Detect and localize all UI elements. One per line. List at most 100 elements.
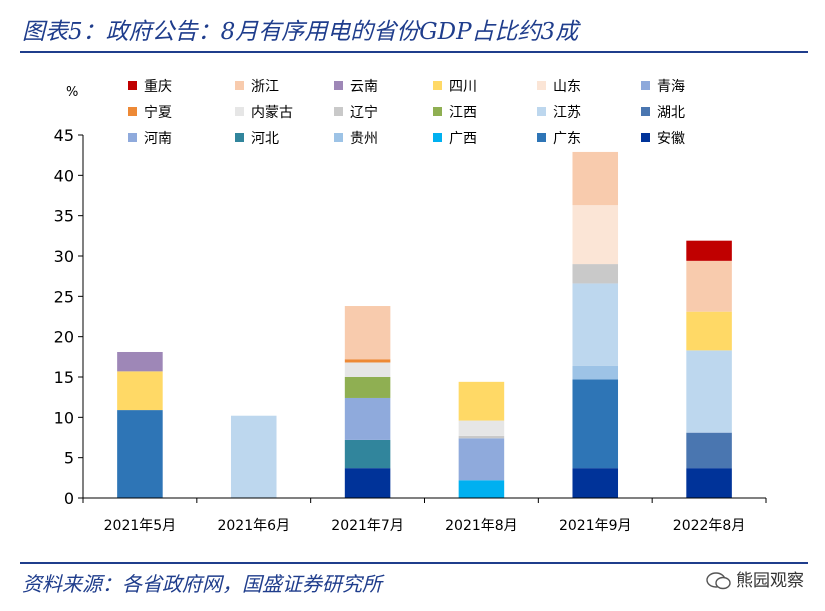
bar-segment — [572, 468, 619, 498]
bar-segment — [230, 415, 277, 498]
legend-swatch — [128, 133, 137, 142]
footer-divider — [20, 562, 808, 564]
legend-item: 安徽 — [641, 131, 685, 147]
legend-item: 河南 — [128, 131, 172, 147]
y-axis-unit: % — [66, 85, 78, 100]
bar-segment — [572, 365, 619, 380]
x-category-label: 2022年8月 — [673, 518, 746, 534]
bar-segment — [344, 359, 391, 363]
legend-swatch — [433, 81, 442, 90]
legend-label: 四川 — [449, 79, 477, 95]
legend-swatch — [641, 81, 650, 90]
bar-segment — [117, 410, 163, 498]
legend-item: 辽宁 — [334, 104, 378, 121]
y-tick-label: 5 — [64, 449, 74, 468]
legend-swatch — [235, 107, 244, 116]
legend-item: 山东 — [537, 79, 581, 95]
legend-label: 江苏 — [553, 105, 581, 121]
legend-swatch — [537, 107, 546, 116]
legend-label: 广西 — [449, 131, 477, 147]
legend-label: 重庆 — [144, 79, 172, 95]
wechat-icon — [706, 572, 731, 590]
y-tick-label: 40 — [54, 166, 74, 185]
watermark: 熊园观察 — [706, 566, 804, 591]
legend-item: 河北 — [235, 131, 279, 147]
legend-item: 浙江 — [235, 79, 279, 95]
legend-swatch — [537, 81, 546, 90]
legend-item: 重庆 — [128, 79, 172, 95]
bar-segment — [117, 351, 163, 372]
legend-swatch — [334, 81, 343, 90]
bar-segment — [572, 379, 619, 469]
bar-segment — [686, 311, 732, 351]
legend-label: 贵州 — [350, 131, 378, 147]
legend-label: 宁夏 — [144, 104, 172, 121]
legend-label: 江西 — [449, 105, 477, 121]
x-category-label: 2021年8月 — [445, 518, 518, 534]
legend-item: 宁夏 — [128, 104, 172, 121]
legend-item: 江苏 — [537, 105, 581, 121]
watermark-text: 熊园观察 — [736, 571, 804, 591]
x-category-label: 2021年7月 — [331, 518, 404, 534]
bar-segment — [458, 435, 505, 439]
legend-label: 云南 — [350, 79, 378, 95]
bar-segment — [686, 432, 732, 469]
y-tick-label: 20 — [54, 328, 74, 347]
legend-label: 安徽 — [657, 131, 685, 147]
legend-label: 山东 — [553, 79, 581, 95]
title-divider — [20, 51, 808, 53]
y-tick-label: 0 — [64, 489, 74, 508]
legend-label: 辽宁 — [350, 104, 378, 121]
bar-segment — [344, 439, 391, 469]
bar-segment — [344, 468, 391, 498]
legend-label: 内蒙古 — [251, 105, 293, 121]
bar-segment — [572, 264, 619, 284]
legend-label: 湖北 — [657, 105, 685, 121]
legend-swatch — [128, 81, 137, 90]
chart-title: 图表5：政府公告：8月有序用电的省份GDP占比约3成 — [22, 19, 579, 45]
legend-label: 广东 — [553, 131, 581, 147]
legend-item: 四川 — [433, 79, 477, 95]
y-tick-label: 30 — [54, 247, 74, 266]
bar-segment — [458, 420, 505, 436]
legend-swatch — [128, 107, 137, 116]
bar-segment — [458, 480, 505, 498]
bar-segment — [344, 397, 391, 440]
bar-segment — [344, 362, 391, 377]
legend-item: 广西 — [433, 131, 477, 147]
legend-swatch — [235, 81, 244, 90]
legend-swatch — [235, 133, 244, 142]
bar-segment — [458, 438, 505, 481]
legend-label: 河南 — [144, 131, 172, 147]
bar-segment — [686, 350, 732, 433]
x-category-label: 2021年9月 — [559, 518, 632, 534]
legend-swatch — [433, 133, 442, 142]
x-category-label: 2021年6月 — [217, 518, 290, 534]
y-tick-label: 10 — [54, 408, 74, 427]
legend-item: 广东 — [537, 131, 581, 147]
legend-swatch — [641, 107, 650, 116]
legend-item: 贵州 — [334, 131, 378, 147]
legend-item: 云南 — [334, 79, 378, 95]
y-tick-label: 35 — [54, 207, 74, 226]
legend-label: 青海 — [657, 79, 685, 95]
legend-swatch — [641, 133, 650, 142]
legend-item: 内蒙古 — [235, 105, 293, 121]
bar-segment — [572, 205, 619, 265]
legend-swatch — [334, 133, 343, 142]
bar-segment — [572, 283, 619, 366]
bar-segment — [686, 468, 732, 498]
legend-swatch — [537, 133, 546, 142]
legend-item: 湖北 — [641, 105, 685, 121]
bar-segment — [117, 371, 163, 411]
source-note: 资料来源：各省政府网，国盛证券研究所 — [22, 572, 382, 596]
legend-label: 浙江 — [251, 79, 279, 95]
legend-swatch — [334, 107, 343, 116]
x-axis: 2021年5月 2021年6月 2021年7月 2021年8月 2021年9月 2022年… — [82, 497, 767, 534]
bar-segment — [686, 260, 732, 312]
y-tick-label: 15 — [54, 368, 74, 387]
legend-swatch — [433, 107, 442, 116]
bar-segment — [458, 381, 505, 421]
